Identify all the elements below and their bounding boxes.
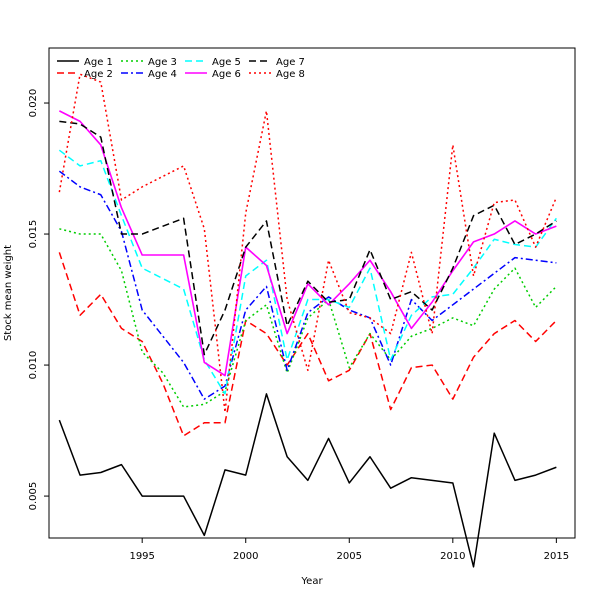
x-axis-title: Year	[300, 576, 323, 587]
y-axis-title: Stock mean weight	[3, 245, 14, 341]
plot-frame	[48, 47, 576, 539]
y-tick-label: 0.010	[28, 351, 39, 380]
legend-label: Age 3	[148, 57, 177, 68]
legend-label: Age 2	[84, 69, 113, 80]
legend-label: Age 1	[84, 57, 113, 68]
series-line-age-5	[58, 149, 557, 395]
y-tick-label: 0.015	[28, 220, 39, 249]
y-axis: 0.005 0.010 0.015 0.020	[28, 89, 49, 511]
series-line-age-6	[58, 110, 557, 377]
legend-label: Age 5	[212, 57, 241, 68]
y-tick-label: 0.020	[28, 89, 39, 118]
series-lines	[58, 73, 558, 568]
series-line-age-7	[59, 120, 557, 356]
x-tick-label: 2005	[337, 551, 362, 562]
legend-label: Age 6	[212, 69, 241, 80]
x-tick-label: 2015	[544, 551, 569, 562]
x-axis: 1995 2000 2005 2010 2015	[129, 538, 569, 562]
legend-label: Age 7	[276, 57, 305, 68]
x-tick-label: 2010	[440, 551, 465, 562]
series-line-age-2	[58, 252, 557, 437]
x-tick-label: 1995	[129, 551, 154, 562]
series-line-age-1	[58, 393, 557, 568]
x-tick-label: 2000	[233, 551, 258, 562]
series-line-age-4	[58, 170, 557, 400]
legend-label: Age 4	[148, 69, 177, 80]
y-tick-label: 0.005	[28, 482, 39, 511]
series-line-age-8	[58, 73, 558, 413]
legend-label: Age 8	[276, 69, 305, 80]
